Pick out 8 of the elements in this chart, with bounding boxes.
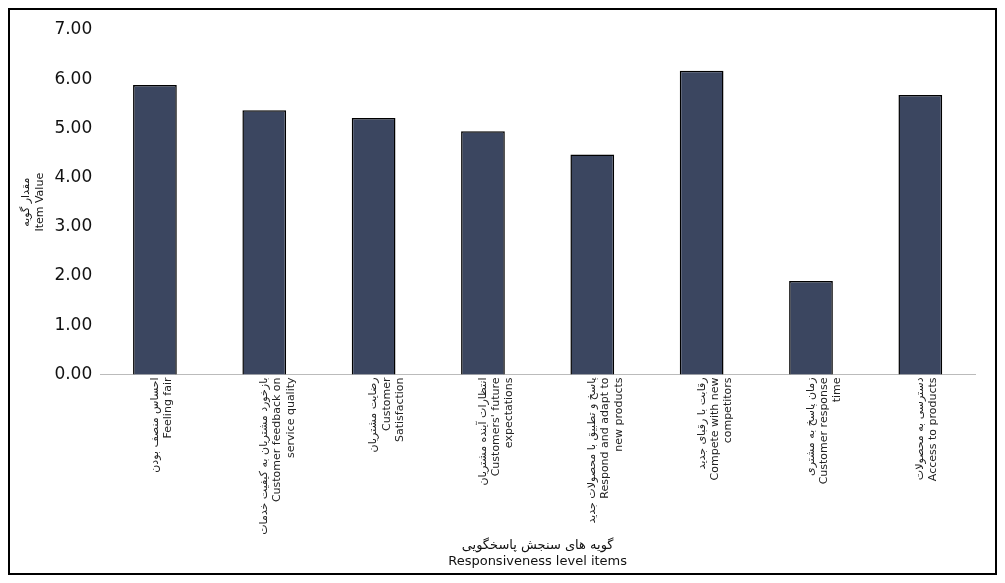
y-tick-label: 3.00 <box>54 215 93 236</box>
y-tick-label: 5.00 <box>54 116 93 137</box>
y-tick-label: 6.00 <box>54 67 93 88</box>
y-tick-label: 7.00 <box>54 18 93 39</box>
y-tick-label: 1.00 <box>54 313 93 334</box>
y-tick-label: 4.00 <box>54 166 93 187</box>
y-tick-label: 0.00 <box>54 362 93 383</box>
y-tick-label: 2.00 <box>54 264 93 285</box>
